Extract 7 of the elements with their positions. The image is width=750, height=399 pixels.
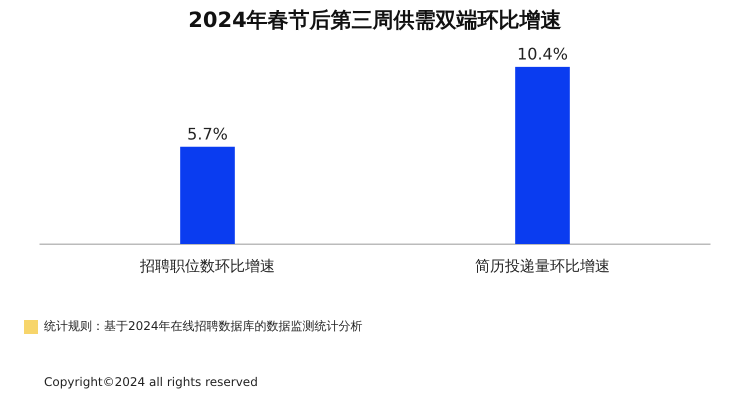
text: Copyright©2024 all rights reserved [44, 375, 258, 389]
data-label: 10.4% [517, 44, 568, 64]
x-tick-label: 简历投递量环比增速 [475, 256, 610, 275]
x-tick-label: 招聘职位数环比增速 [139, 256, 275, 275]
chart-title: 2024年春节后第三周供需双端环比增速 [187, 7, 563, 34]
text: 统计规则：基于2024年在线招聘数据库的数据监测统计分析 [44, 318, 363, 335]
data-label: 5.7% [187, 124, 228, 144]
